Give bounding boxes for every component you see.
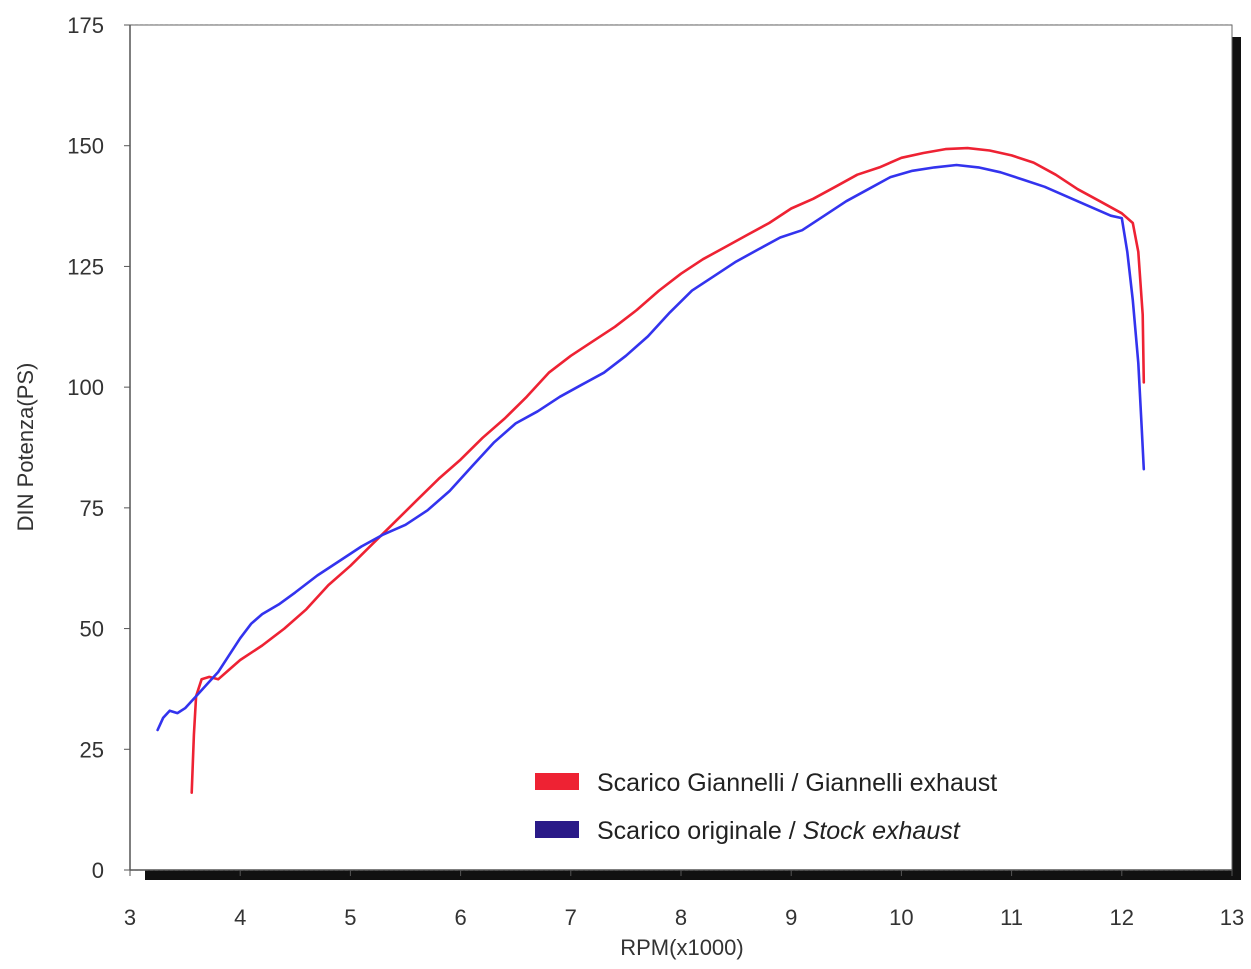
legend-label: Scarico originale / Stock exhaust	[597, 817, 961, 845]
x-tick-label: 10	[889, 905, 913, 930]
x-tick-label: 8	[675, 905, 687, 930]
y-tick-label: 75	[80, 496, 104, 521]
x-tick-label: 12	[1110, 905, 1134, 930]
y-tick-label: 0	[92, 858, 104, 883]
y-tick-label: 150	[67, 134, 104, 159]
x-tick-label: 4	[234, 905, 246, 930]
legend-swatch	[535, 821, 579, 838]
y-tick-label: 100	[67, 375, 104, 400]
x-tick-label: 7	[565, 905, 577, 930]
y-tick-label: 25	[80, 737, 104, 762]
y-tick-label: 50	[80, 617, 104, 642]
y-tick-label: 125	[67, 254, 104, 279]
x-axis-title: RPM(x1000)	[620, 935, 743, 960]
x-tick-label: 3	[124, 905, 136, 930]
x-tick-label: 13	[1220, 905, 1244, 930]
frame-shadow-right	[1232, 37, 1241, 880]
series-line-stock-exhaust	[156, 163, 1146, 732]
legend-swatch	[535, 773, 579, 790]
y-axis-title: DIN Potenza(PS)	[13, 363, 38, 532]
x-tick-label: 5	[344, 905, 356, 930]
legend-label: Scarico Giannelli / Giannelli exhaust	[597, 769, 997, 797]
x-tick-label: 6	[454, 905, 466, 930]
x-tick-label: 9	[785, 905, 797, 930]
y-tick-label: 175	[67, 13, 104, 38]
frame-shadow-bottom	[145, 870, 1241, 880]
x-tick-label: 11	[1000, 905, 1023, 930]
series-line-giannelli-exhaust	[190, 146, 1146, 794]
plot-area	[129, 24, 1233, 871]
